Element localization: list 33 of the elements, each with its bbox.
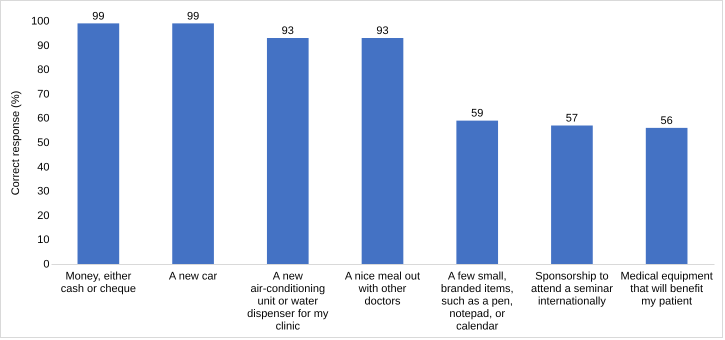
bar — [172, 23, 214, 264]
bar — [456, 120, 498, 264]
bar — [362, 38, 404, 264]
data-label: 93 — [376, 25, 389, 38]
y-tick-label: 50 — [37, 137, 50, 149]
x-tick-label: Sponsorship to attend a seminar internationally — [530, 270, 614, 308]
data-label: 59 — [471, 108, 484, 120]
bar — [551, 125, 593, 264]
data-label: 99 — [186, 10, 200, 22]
y-tick-label: 0 — [43, 258, 50, 270]
y-axis-title: Correct response (%) — [10, 90, 22, 196]
x-tick-label: A new car — [168, 270, 218, 282]
data-label: 93 — [282, 25, 294, 38]
x-tick-label: Medical equipment that will benefit my patient — [620, 270, 713, 308]
y-tick-label: 40 — [37, 161, 50, 174]
y-tick-label: 70 — [37, 88, 50, 100]
x-tick-label: Money, either cash or cheque — [60, 270, 136, 295]
data-label: 99 — [92, 10, 104, 22]
y-tick-label: 10 — [37, 234, 50, 246]
data-label: 57 — [566, 112, 578, 124]
bar — [646, 128, 688, 264]
x-tick-label: A new air-conditioning unit or water dispenser for my clinic — [247, 270, 329, 332]
y-tick-label: 80 — [37, 64, 50, 76]
y-tick-label: 60 — [37, 112, 50, 125]
x-tick-label: A nice meal out with other doctors — [344, 270, 420, 308]
y-tick-label: 30 — [37, 186, 50, 198]
y-tick-label: 20 — [37, 210, 50, 222]
bar — [266, 38, 309, 264]
x-tick-label: A few small, branded items, such as a pen, notepad, or calendar — [440, 270, 514, 332]
y-tick-label: 100 — [31, 16, 50, 28]
bar — [78, 23, 120, 264]
y-tick-label: 90 — [37, 40, 50, 52]
data-label: 56 — [660, 114, 673, 127]
